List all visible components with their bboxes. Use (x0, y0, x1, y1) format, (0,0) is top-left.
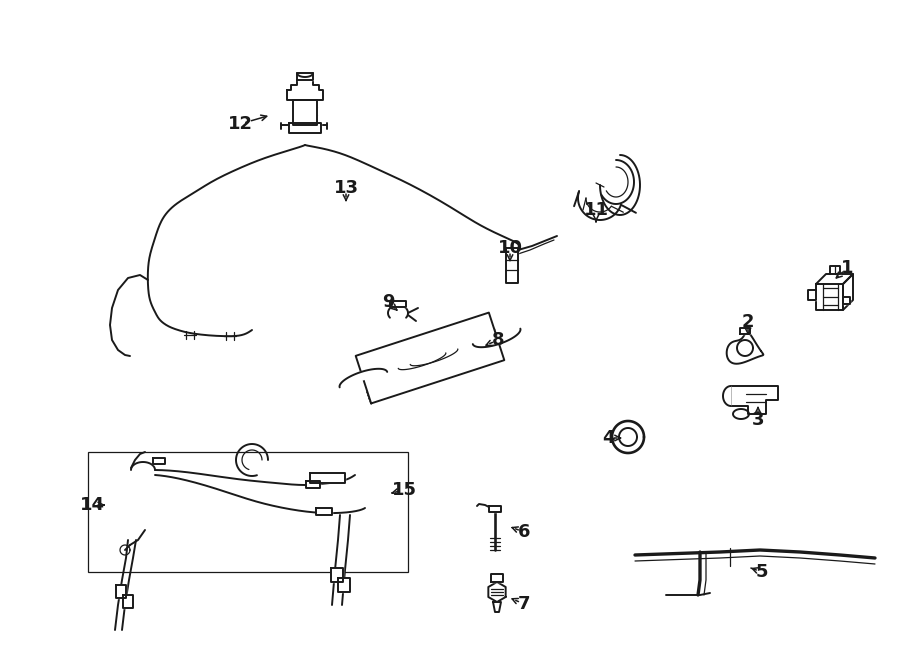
Bar (88, 452, 408, 572)
Polygon shape (287, 80, 323, 100)
Polygon shape (472, 329, 520, 347)
Text: 13: 13 (334, 179, 358, 197)
Text: 7: 7 (518, 595, 530, 613)
Polygon shape (338, 578, 350, 592)
Polygon shape (808, 290, 816, 300)
Polygon shape (491, 574, 503, 582)
Polygon shape (726, 332, 763, 364)
Polygon shape (816, 284, 843, 310)
Text: 2: 2 (742, 313, 754, 331)
Polygon shape (489, 582, 506, 602)
Polygon shape (843, 297, 850, 304)
Text: 3: 3 (752, 411, 764, 429)
Text: 6: 6 (518, 523, 530, 541)
Polygon shape (331, 568, 343, 582)
Polygon shape (493, 602, 501, 612)
Text: 8: 8 (491, 331, 504, 349)
Text: 10: 10 (498, 239, 523, 257)
Polygon shape (740, 328, 750, 334)
Polygon shape (316, 508, 332, 515)
Text: 1: 1 (841, 259, 853, 277)
Polygon shape (816, 274, 853, 284)
Polygon shape (489, 506, 501, 512)
Polygon shape (310, 473, 345, 483)
Polygon shape (339, 369, 387, 387)
Polygon shape (356, 313, 504, 403)
Polygon shape (506, 248, 518, 283)
Polygon shape (153, 458, 165, 464)
Text: 14: 14 (79, 496, 104, 514)
Polygon shape (306, 481, 320, 488)
Text: 5: 5 (756, 563, 769, 581)
Text: 12: 12 (228, 115, 253, 133)
Text: 9: 9 (382, 293, 394, 311)
Polygon shape (289, 123, 321, 133)
Text: 4: 4 (602, 429, 614, 447)
Text: 15: 15 (392, 481, 417, 499)
Polygon shape (390, 301, 406, 307)
Text: 11: 11 (583, 201, 608, 219)
Polygon shape (731, 386, 778, 414)
Polygon shape (830, 266, 840, 274)
Polygon shape (116, 585, 126, 598)
Polygon shape (843, 274, 853, 310)
Polygon shape (723, 386, 731, 406)
Polygon shape (297, 73, 313, 80)
Polygon shape (293, 100, 317, 125)
Polygon shape (123, 595, 133, 608)
